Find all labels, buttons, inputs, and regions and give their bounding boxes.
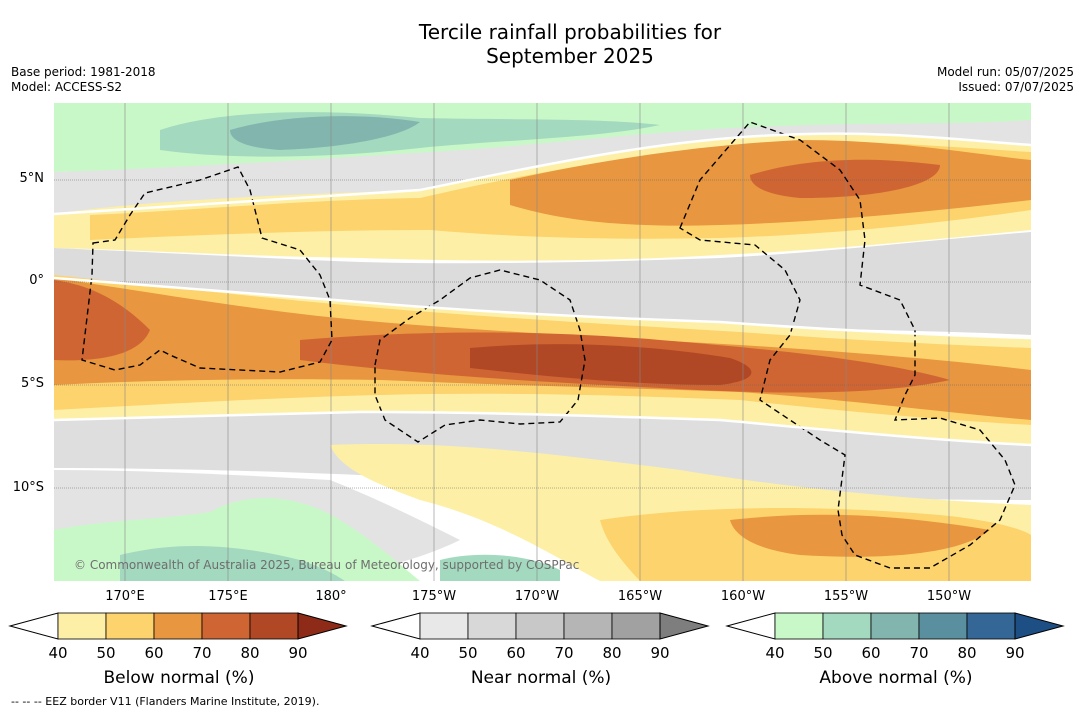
colorbar-label-near: Near normal (%) <box>470 668 612 688</box>
lat-label-5n: 5°N <box>19 171 45 186</box>
lon-label-170w: 170°W <box>514 589 560 604</box>
colorbar-0-tick-70: 70 <box>192 644 212 662</box>
lon-label-170e: 170°E <box>105 589 145 604</box>
map-fill <box>54 103 1031 581</box>
colorbar-0-tick-40: 40 <box>48 644 68 662</box>
lon-label-175w: 175°W <box>411 589 457 604</box>
lon-label-165w: 165°W <box>617 589 663 604</box>
lat-label-5s: 5°S <box>20 376 44 391</box>
colorbar-2-tick-80: 80 <box>957 644 977 662</box>
colorbar-0-segment-1 <box>105 612 155 640</box>
colorbar-0-segment-2 <box>153 612 203 640</box>
colorbar-1-segment-4 <box>611 612 661 640</box>
colorbar-2-segment-3 <box>918 612 968 640</box>
colorbar-2-tick-40: 40 <box>765 644 785 662</box>
colorbar-2-high-extend <box>1014 612 1065 640</box>
colorbar-1-tick-70: 70 <box>554 644 574 662</box>
colorbar-1-segment-3 <box>563 612 613 640</box>
colorbar-2-tick-90: 90 <box>1005 644 1025 662</box>
colorbar-1-tick-80: 80 <box>602 644 622 662</box>
colorbar-1-low-extend <box>370 612 421 640</box>
lon-label-175e: 175°E <box>208 589 248 604</box>
above-normal-south-patch <box>440 554 560 581</box>
lat-label-10s: 10°S <box>12 480 44 495</box>
colorbar-0-segment-0 <box>57 612 107 640</box>
colorbar-label-below: Below normal (%) <box>103 668 255 688</box>
colorbar-0-segment-3 <box>201 612 251 640</box>
colorbar-label-above: Above normal (%) <box>819 668 973 688</box>
eez-footnote: -- -- -- EEZ border V11 (Flanders Marine… <box>11 695 320 708</box>
below-normal-south-lower-60 <box>730 514 990 557</box>
colorbar-0-tick-90: 90 <box>288 644 308 662</box>
lon-label-150w: 150°W <box>926 589 972 604</box>
probability-contours <box>54 132 1031 447</box>
colorbar-1-tick-60: 60 <box>506 644 526 662</box>
colorbar-2-segment-2 <box>870 612 920 640</box>
below-normal-south-80 <box>470 344 752 385</box>
above-normal-north-peak <box>230 116 420 150</box>
lon-label-155w: 155°W <box>823 589 869 604</box>
colorbar-1-segment-2 <box>515 612 565 640</box>
colorbar-0-segment-4 <box>249 612 299 640</box>
colorbar-2-tick-50: 50 <box>813 644 833 662</box>
eez-borders <box>81 121 1016 569</box>
colorbar-0-tick-50: 50 <box>96 644 116 662</box>
colorbar-1-segment-0 <box>419 612 469 640</box>
copyright-notice: © Commonwealth of Australia 2025, Bureau… <box>74 558 580 572</box>
base-period: Base period: 1981-2018 <box>11 65 156 79</box>
lat-label-0: 0° <box>29 273 44 288</box>
colorbar-2-tick-60: 60 <box>861 644 881 662</box>
colorbar-1-segment-1 <box>467 612 517 640</box>
colorbar-2-segment-1 <box>822 612 872 640</box>
colorbar-0-low-extend <box>8 612 59 640</box>
meta-right: Model run: 05/07/2025 Issued: 07/07/2025 <box>937 65 1074 95</box>
near-normal-equatorial <box>54 232 1031 335</box>
colorbar-1-tick-40: 40 <box>410 644 430 662</box>
lon-label-160w: 160°W <box>720 589 766 604</box>
lon-label-180: 180° <box>315 589 347 604</box>
colorbar-0-tick-80: 80 <box>240 644 260 662</box>
meta-left: Base period: 1981-2018 Model: ACCESS-S2 <box>11 65 156 95</box>
title-line-2: September 2025 <box>486 44 654 68</box>
map-title: Tercile rainfall probabilities for Septe… <box>320 20 820 68</box>
colorbars <box>8 612 1065 640</box>
colorbar-2-low-extend <box>725 612 776 640</box>
colorbar-2-segment-0 <box>774 612 824 640</box>
colorbar-0-high-extend <box>297 612 348 640</box>
model-name: Model: ACCESS-S2 <box>11 80 123 94</box>
meridians <box>124 103 950 581</box>
colorbar-above-normal <box>725 612 1065 640</box>
colorbar-1-high-extend <box>659 612 710 640</box>
colorbar-0-tick-60: 60 <box>144 644 164 662</box>
title-line-1: Tercile rainfall probabilities for <box>418 20 722 44</box>
colorbar-2-segment-4 <box>966 612 1016 640</box>
colorbar-below-normal <box>8 612 348 640</box>
above-normal-southwest-50 <box>120 545 345 581</box>
colorbar-near-normal <box>370 612 710 640</box>
colorbar-2-tick-70: 70 <box>909 644 929 662</box>
colorbar-1-tick-90: 90 <box>650 644 670 662</box>
below-normal-north-70 <box>750 159 940 198</box>
issued-date: Issued: 07/07/2025 <box>958 80 1074 94</box>
colorbar-1-tick-50: 50 <box>458 644 478 662</box>
model-run: Model run: 05/07/2025 <box>936 65 1074 79</box>
